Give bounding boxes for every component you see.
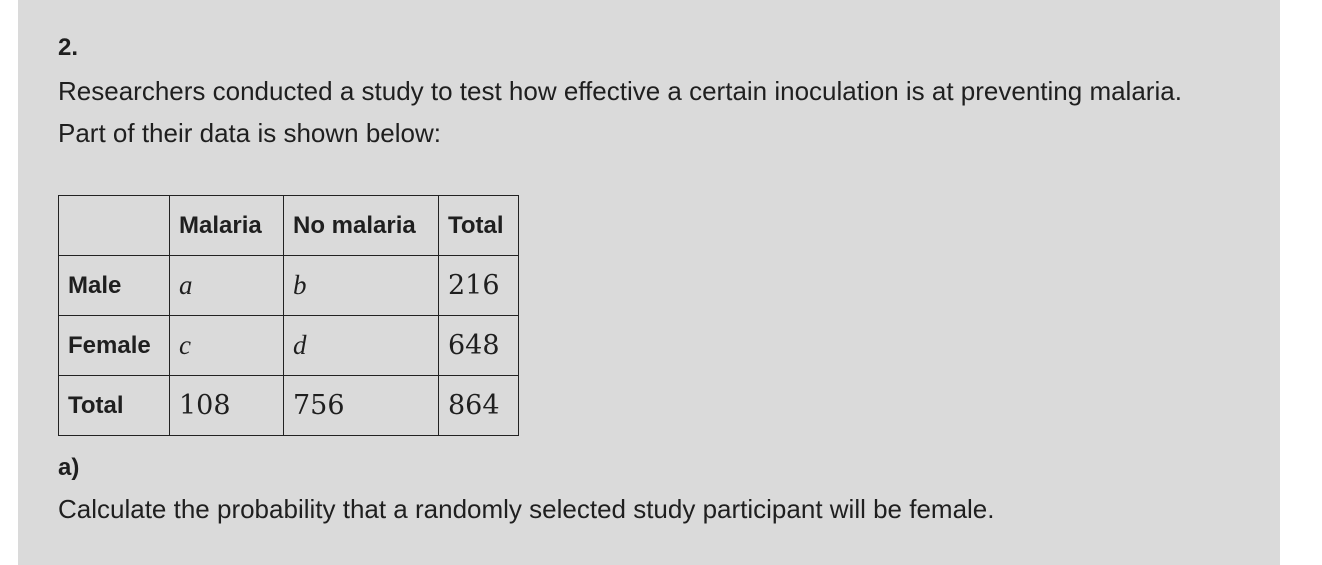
- table-header-row: Malaria No malaria Total: [58, 195, 519, 256]
- data-table: Malaria No malaria Total Male a b 216 Fe…: [58, 195, 519, 436]
- table-row: Male a b 216: [58, 255, 519, 316]
- header-cell-no-malaria: No malaria: [283, 195, 439, 256]
- table-row: Female c d 648: [58, 315, 519, 376]
- header-cell-malaria: Malaria: [169, 195, 284, 256]
- header-cell-empty: [58, 195, 170, 256]
- cell-female-total: 648: [438, 315, 519, 376]
- header-cell-total: Total: [438, 195, 519, 256]
- cell-total-total: 864: [438, 375, 519, 436]
- row-label-total: Total: [58, 375, 170, 436]
- cell-male-malaria: a: [169, 255, 284, 316]
- cell-male-total: 216: [438, 255, 519, 316]
- cell-total-malaria: 108: [169, 375, 284, 436]
- question-card: 2. Researchers conducted a study to test…: [18, 0, 1280, 565]
- row-label-female: Female: [58, 315, 170, 376]
- question-number: 2.: [58, 34, 79, 61]
- cell-total-no-malaria: 756: [283, 375, 439, 436]
- part-a-text: Calculate the probability that a randoml…: [58, 494, 995, 524]
- part-a-label: a): [58, 454, 80, 481]
- question-intro: Researchers conducted a study to test ho…: [58, 76, 1182, 148]
- cell-female-no-malaria: d: [283, 315, 439, 376]
- table-row: Total 108 756 864: [58, 375, 519, 436]
- cell-male-no-malaria: b: [283, 255, 439, 316]
- cell-female-malaria: c: [169, 315, 284, 376]
- row-label-male: Male: [58, 255, 170, 316]
